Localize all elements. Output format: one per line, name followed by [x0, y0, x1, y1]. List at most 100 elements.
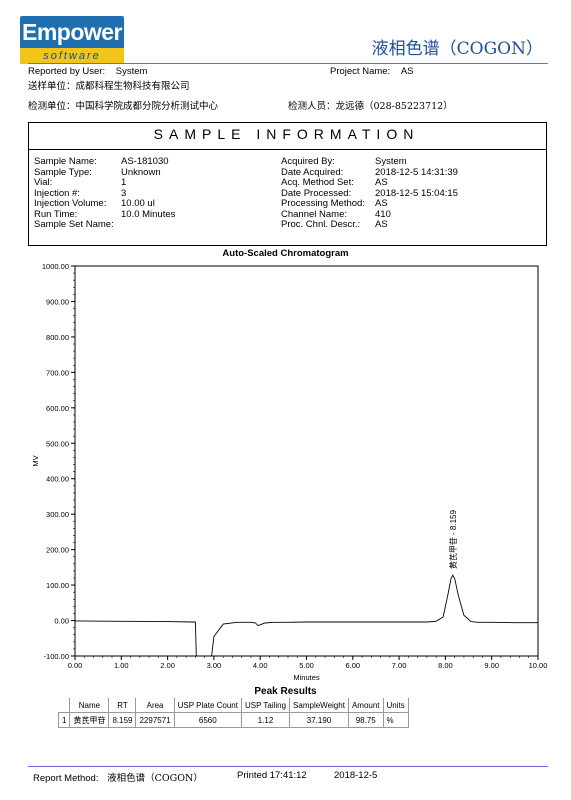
cell-amount: 98.75	[347, 712, 384, 728]
cell-rt: 8.159	[108, 712, 137, 728]
x-tick-label: 9.00	[484, 661, 499, 670]
sample-info-right-labels: Acquired By: Date Acquired: Acq. Method …	[281, 156, 365, 231]
info-label: Run Time:	[34, 208, 78, 220]
sample-info-right-values: System 2018-12-5 14:31:39 AS 2018-12-5 1…	[375, 156, 458, 231]
sample-information-divider	[28, 149, 546, 150]
x-tick-label: 5.00	[299, 661, 314, 670]
header-rule	[28, 63, 548, 64]
y-tick-label: 300.00	[46, 510, 69, 519]
table-header-amount: Amount	[347, 698, 384, 713]
cell-plate-count: 6560	[173, 712, 242, 728]
info-value: 10.0 Minutes	[121, 208, 176, 220]
table-header-rt: RT	[108, 698, 137, 713]
logo-wordmark: Empower	[21, 19, 123, 45]
info-label: Sample Type:	[34, 166, 92, 178]
lab-unit: 检测单位：中国科学院成都分院分析测试中心	[28, 101, 218, 113]
y-tick-label: 500.00	[46, 439, 69, 448]
table-header-area: Area	[135, 698, 175, 713]
y-tick-label: 200.00	[46, 546, 69, 555]
project-name: Project Name: AS	[330, 66, 414, 78]
info-label: Date Processed:	[281, 187, 352, 199]
x-tick-label: 6.00	[345, 661, 360, 670]
printed-date: 2018-12-5	[334, 770, 378, 781]
reported-by: Reported by User: System	[28, 66, 147, 78]
info-value: Unknown	[121, 166, 161, 178]
info-value: 410	[375, 208, 391, 220]
table-header-sample-weight: SampleWeight	[289, 698, 349, 713]
y-tick-label: 800.00	[46, 333, 69, 342]
sample-info-left-values: AS-181030 Unknown 1 3 10.00 ul 10.0 Minu…	[121, 156, 176, 220]
y-tick-label: 1000.00	[42, 262, 69, 271]
plot-frame	[74, 265, 539, 657]
info-label: Injection #:	[34, 187, 80, 199]
table-header-tailing: USP Tailing	[240, 698, 291, 713]
project-name-value: AS	[400, 66, 414, 77]
printed-time: Printed 17:41:12	[237, 770, 307, 781]
table-header-index	[58, 698, 71, 713]
x-tick-label: 4.00	[253, 661, 268, 670]
x-tick-label: 7.00	[392, 661, 407, 670]
lab-unit-label: 检测单位：	[28, 101, 76, 112]
info-value: AS	[375, 177, 388, 188]
sample-info-left-labels: Sample Name: Sample Type: Vial: Injectio…	[34, 156, 114, 231]
table-header-units: Units	[382, 698, 409, 713]
y-tick-label: 0.00	[54, 617, 69, 626]
chromatogram-trace	[74, 574, 538, 657]
lab-unit-value: 中国科学院成都分院分析测试中心	[75, 101, 219, 112]
footer-rule	[28, 766, 548, 767]
tester-value: 龙远德（028-85223712）	[335, 101, 453, 112]
cell-tailing: 1.12	[240, 712, 291, 728]
tester: 检测人员：龙远德（028-85223712）	[288, 101, 453, 113]
reported-by-value: System	[115, 66, 148, 77]
info-label: Sample Set Name:	[34, 219, 114, 230]
x-tick-label: 1.00	[114, 661, 129, 670]
sample-information-title: SAMPLE INFORMATION	[153, 126, 420, 142]
info-value: 3	[121, 187, 127, 199]
info-label: Channel Name:	[281, 208, 348, 220]
report-method-label: Report Method:	[33, 773, 99, 784]
report-method: Report Method: 液相色谱（COGON）	[33, 770, 203, 784]
table-row: 1 黄芪甲苷 8.159 2297571 6560 1.12 37.190 98…	[57, 712, 409, 728]
info-label: Acq. Method Set:	[281, 177, 354, 188]
x-tick-label: 8.00	[438, 661, 453, 670]
info-value: System	[375, 156, 407, 167]
x-axis-label: Minutes	[293, 673, 320, 682]
info-label: Acquired By:	[281, 156, 335, 167]
info-label: Injection Volume:	[34, 198, 107, 209]
y-tick-label: 400.00	[46, 475, 69, 484]
empower-logo: Empower software	[20, 16, 124, 64]
y-tick-label: -100.00	[44, 652, 69, 661]
info-value: AS	[375, 198, 388, 209]
info-value: AS-181030	[121, 156, 169, 167]
sender-unit-value: 成都科程生物科技有限公司	[75, 81, 190, 92]
peak-results-title: Peak Results	[254, 686, 317, 697]
cell-index: 1	[57, 712, 71, 728]
x-tick-label: 0.00	[68, 661, 83, 670]
sender-unit-label: 送样单位：	[28, 81, 76, 92]
tester-label: 检测人员：	[288, 101, 336, 112]
info-value: 10.00 ul	[121, 198, 155, 209]
info-label: Proc. Chnl. Descr.:	[281, 219, 361, 230]
sender-unit: 送样单位：成都科程生物科技有限公司	[28, 81, 190, 93]
table-header-name: Name	[69, 698, 110, 713]
reported-by-label: Reported by User:	[28, 66, 106, 77]
chart-title: Auto-Scaled Chromatogram	[222, 248, 349, 259]
project-name-label: Project Name:	[330, 66, 391, 77]
y-tick-label: 100.00	[46, 581, 69, 590]
document-title: 液相色谱（COGON）	[371, 39, 543, 59]
cell-sample-weight: 37.190	[289, 712, 349, 728]
report-method-value: 液相色谱（COGON）	[107, 773, 203, 784]
y-axis-label: MV	[31, 455, 40, 466]
info-label: Date Acquired:	[281, 166, 344, 178]
sample-information-box	[28, 122, 547, 246]
info-value: AS	[375, 219, 388, 230]
cell-units: %	[382, 712, 409, 728]
info-value: 2018-12-5 14:31:39	[375, 166, 458, 178]
info-label: Vial:	[34, 177, 53, 188]
x-tick-label: 10.00	[529, 661, 548, 670]
logo-subtitle: software	[20, 48, 124, 64]
info-value: 1	[121, 177, 127, 188]
cell-area: 2297571	[135, 712, 175, 728]
x-tick-label: 2.00	[160, 661, 175, 670]
peak-results-table: Name RT Area USP Plate Count USP Tailing…	[57, 698, 409, 728]
